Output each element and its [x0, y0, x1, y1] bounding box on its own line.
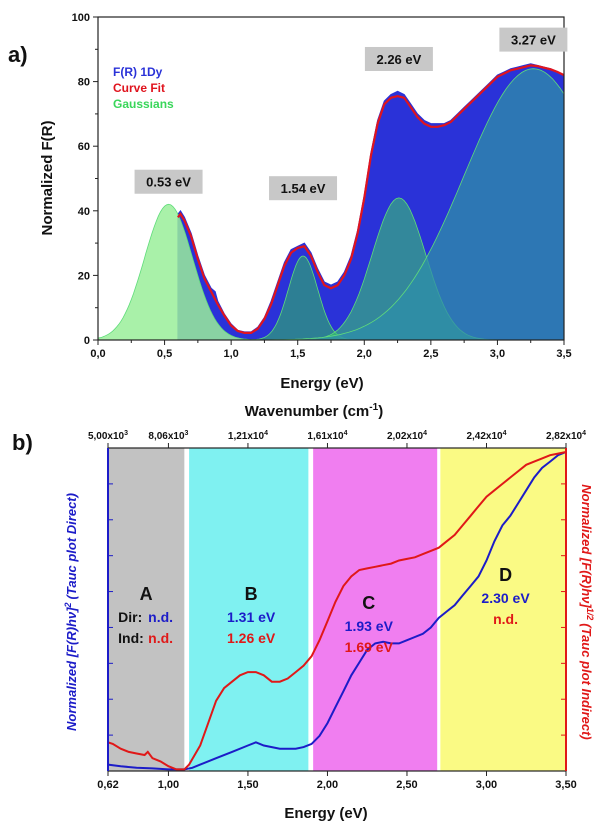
panel-a-label: a) — [8, 42, 28, 67]
top-axis-title-close: ) — [378, 403, 383, 420]
top-axis-title-text: Wavenumber (cm — [245, 403, 369, 420]
panel-b-frame — [107, 447, 567, 772]
b-x-tick-label: 1,00 — [158, 779, 179, 791]
panel-a-plot-area — [97, 63, 565, 341]
b-x-tick-label: 3,50 — [555, 779, 576, 791]
a-x-tick-label: 1,5 — [290, 348, 305, 360]
region-c — [313, 448, 438, 771]
panel-a-x-axis-title: Energy (eV) — [280, 375, 363, 392]
a-x-tick-label: 2,5 — [423, 348, 438, 360]
region-dir-value: n.d. — [148, 609, 173, 625]
peak-label-box — [364, 46, 433, 71]
right-y-title-text: Normalized [F(R)hν] — [579, 484, 594, 608]
panel-b-right-y-axis-title: Normalized [F(R)hν]1/2 (Tauc plot Indirec… — [579, 484, 595, 740]
region-b — [189, 448, 309, 771]
ind-row-label: Ind: — [118, 630, 144, 646]
a-y-tick-label: 40 — [78, 206, 90, 218]
b-top-tick-label: 2,02x104 — [387, 430, 427, 442]
panel-b-top-ticks: 5,00x103 8,06x103 1,21x104 1,61x104 2,02x104… — [88, 430, 586, 448]
a-y-tick-label: 100 — [72, 12, 90, 24]
peak-label: 3.27 eV — [511, 33, 556, 48]
a-y-tick-label: 80 — [78, 77, 90, 89]
region-dir-value: 1.93 eV — [345, 618, 394, 634]
region-title: D — [499, 565, 512, 585]
a-x-tick-label: 0,5 — [157, 348, 172, 360]
left-y-title-note: (Tauc plot Direct) — [64, 493, 79, 599]
b-top-tick-label: 8,06x103 — [148, 430, 188, 442]
a-x-tick-label: 3,0 — [490, 348, 505, 360]
left-y-title-text: Normalized [F(R)hν] — [64, 607, 79, 731]
a-x-tick-label: 0,0 — [90, 348, 105, 360]
right-y-title-note: (Tauc plot Indirect) — [579, 623, 594, 740]
b-top-tick-label: 2,82x104 — [546, 430, 586, 442]
panel-b-regions — [108, 448, 566, 771]
b-top-tick-label: 1,21x104 — [228, 430, 268, 442]
legend-fr-1dy: F(R) 1Dy — [113, 65, 163, 79]
a-y-tick-label: 60 — [78, 141, 90, 153]
dir-row-label: Dir: — [118, 609, 142, 625]
b-x-tick-label: 2,50 — [396, 779, 417, 791]
panel-b-x-axis-title: Energy (eV) — [284, 805, 367, 822]
peak-label-box — [499, 27, 568, 52]
gaussian-1 — [97, 203, 265, 341]
region-ind-value: n.d. — [148, 630, 173, 646]
panel-a-y-axis-title: Normalized F(R) — [39, 120, 56, 235]
region-a — [108, 448, 185, 771]
b-x-tick-label: 3,00 — [476, 779, 497, 791]
curve-fit-line — [177, 64, 565, 334]
b-x-tick-label: 2,00 — [317, 779, 338, 791]
b-x-tick-label: 1,50 — [237, 779, 258, 791]
region-d — [440, 448, 566, 771]
a-x-tick-label: 3,5 — [556, 348, 571, 360]
panel-b-label: b) — [12, 430, 33, 455]
a-y-tick-label: 20 — [78, 270, 90, 282]
region-ind-value: n.d. — [493, 611, 518, 627]
peak-label: 1.54 eV — [281, 181, 326, 196]
region-dir-value: 2.30 eV — [481, 590, 530, 606]
b-x-tick-label: 0,62 — [97, 779, 118, 791]
direct-tauc-line — [107, 451, 567, 771]
panel-b-x-ticks: 0,62 1,00 1,50 2,00 2,50 3,00 3,50 — [97, 771, 577, 791]
indirect-tauc-line — [107, 451, 567, 771]
peak-label: 2.26 eV — [376, 52, 421, 67]
panel-a: a) 0,0 0,5 1,0 1,5 2,0 2,5 3,0 3,5 0 20 40 60 80 100… — [8, 12, 572, 392]
legend-gaussians: Gaussians — [113, 97, 174, 111]
gaussian-4 — [255, 68, 565, 341]
peak-label: 0.53 eV — [146, 175, 191, 190]
region-dir-value: 1.31 eV — [227, 609, 276, 625]
legend-curve-fit: Curve Fit — [113, 81, 165, 95]
a-x-tick-label: 2,0 — [357, 348, 372, 360]
region-ind-value: 1.26 eV — [227, 630, 276, 646]
b-top-tick-label: 5,00x103 — [88, 430, 128, 442]
panel-b-lines — [107, 451, 567, 771]
a-x-tick-label: 1,0 — [223, 348, 238, 360]
panel-a-peak-labels: 0.53 eV 1.54 eV 2.26 eV 3.27 eV — [134, 27, 568, 201]
region-title: A — [140, 584, 153, 604]
b-top-tick-label: 1,61x104 — [307, 430, 347, 442]
panel-b-left-y-axis-title: Normalized [F(R)hν]2 (Tauc plot Direct) — [63, 493, 79, 731]
panel-b-top-axis-title: Wavenumber (cm-1) — [245, 402, 383, 420]
panel-b: b) Wavenumber (cm-1) 0,62 1,00 1,50 2,00 2,5… — [12, 402, 595, 822]
panel-a-legend: F(R) 1Dy Curve Fit Gaussians — [113, 65, 174, 111]
region-title: C — [362, 593, 375, 613]
peak-label-box — [269, 176, 338, 201]
b-top-tick-label: 2,42x104 — [466, 430, 506, 442]
left-y-title-sup: 2 — [63, 602, 73, 608]
right-y-title-sup: 1/2 — [585, 608, 595, 621]
peak-label-box — [134, 169, 203, 194]
panel-a-y-ticks: 0 20 40 60 80 100 — [72, 12, 98, 347]
region-ind-value: 1.69 eV — [345, 639, 394, 655]
panel-a-x-ticks: 0,0 0,5 1,0 1,5 2,0 2,5 3,0 3,5 — [90, 340, 572, 360]
region-title: B — [245, 584, 258, 604]
a-y-tick-label: 0 — [84, 335, 90, 347]
top-axis-title-sup: -1 — [369, 402, 378, 413]
